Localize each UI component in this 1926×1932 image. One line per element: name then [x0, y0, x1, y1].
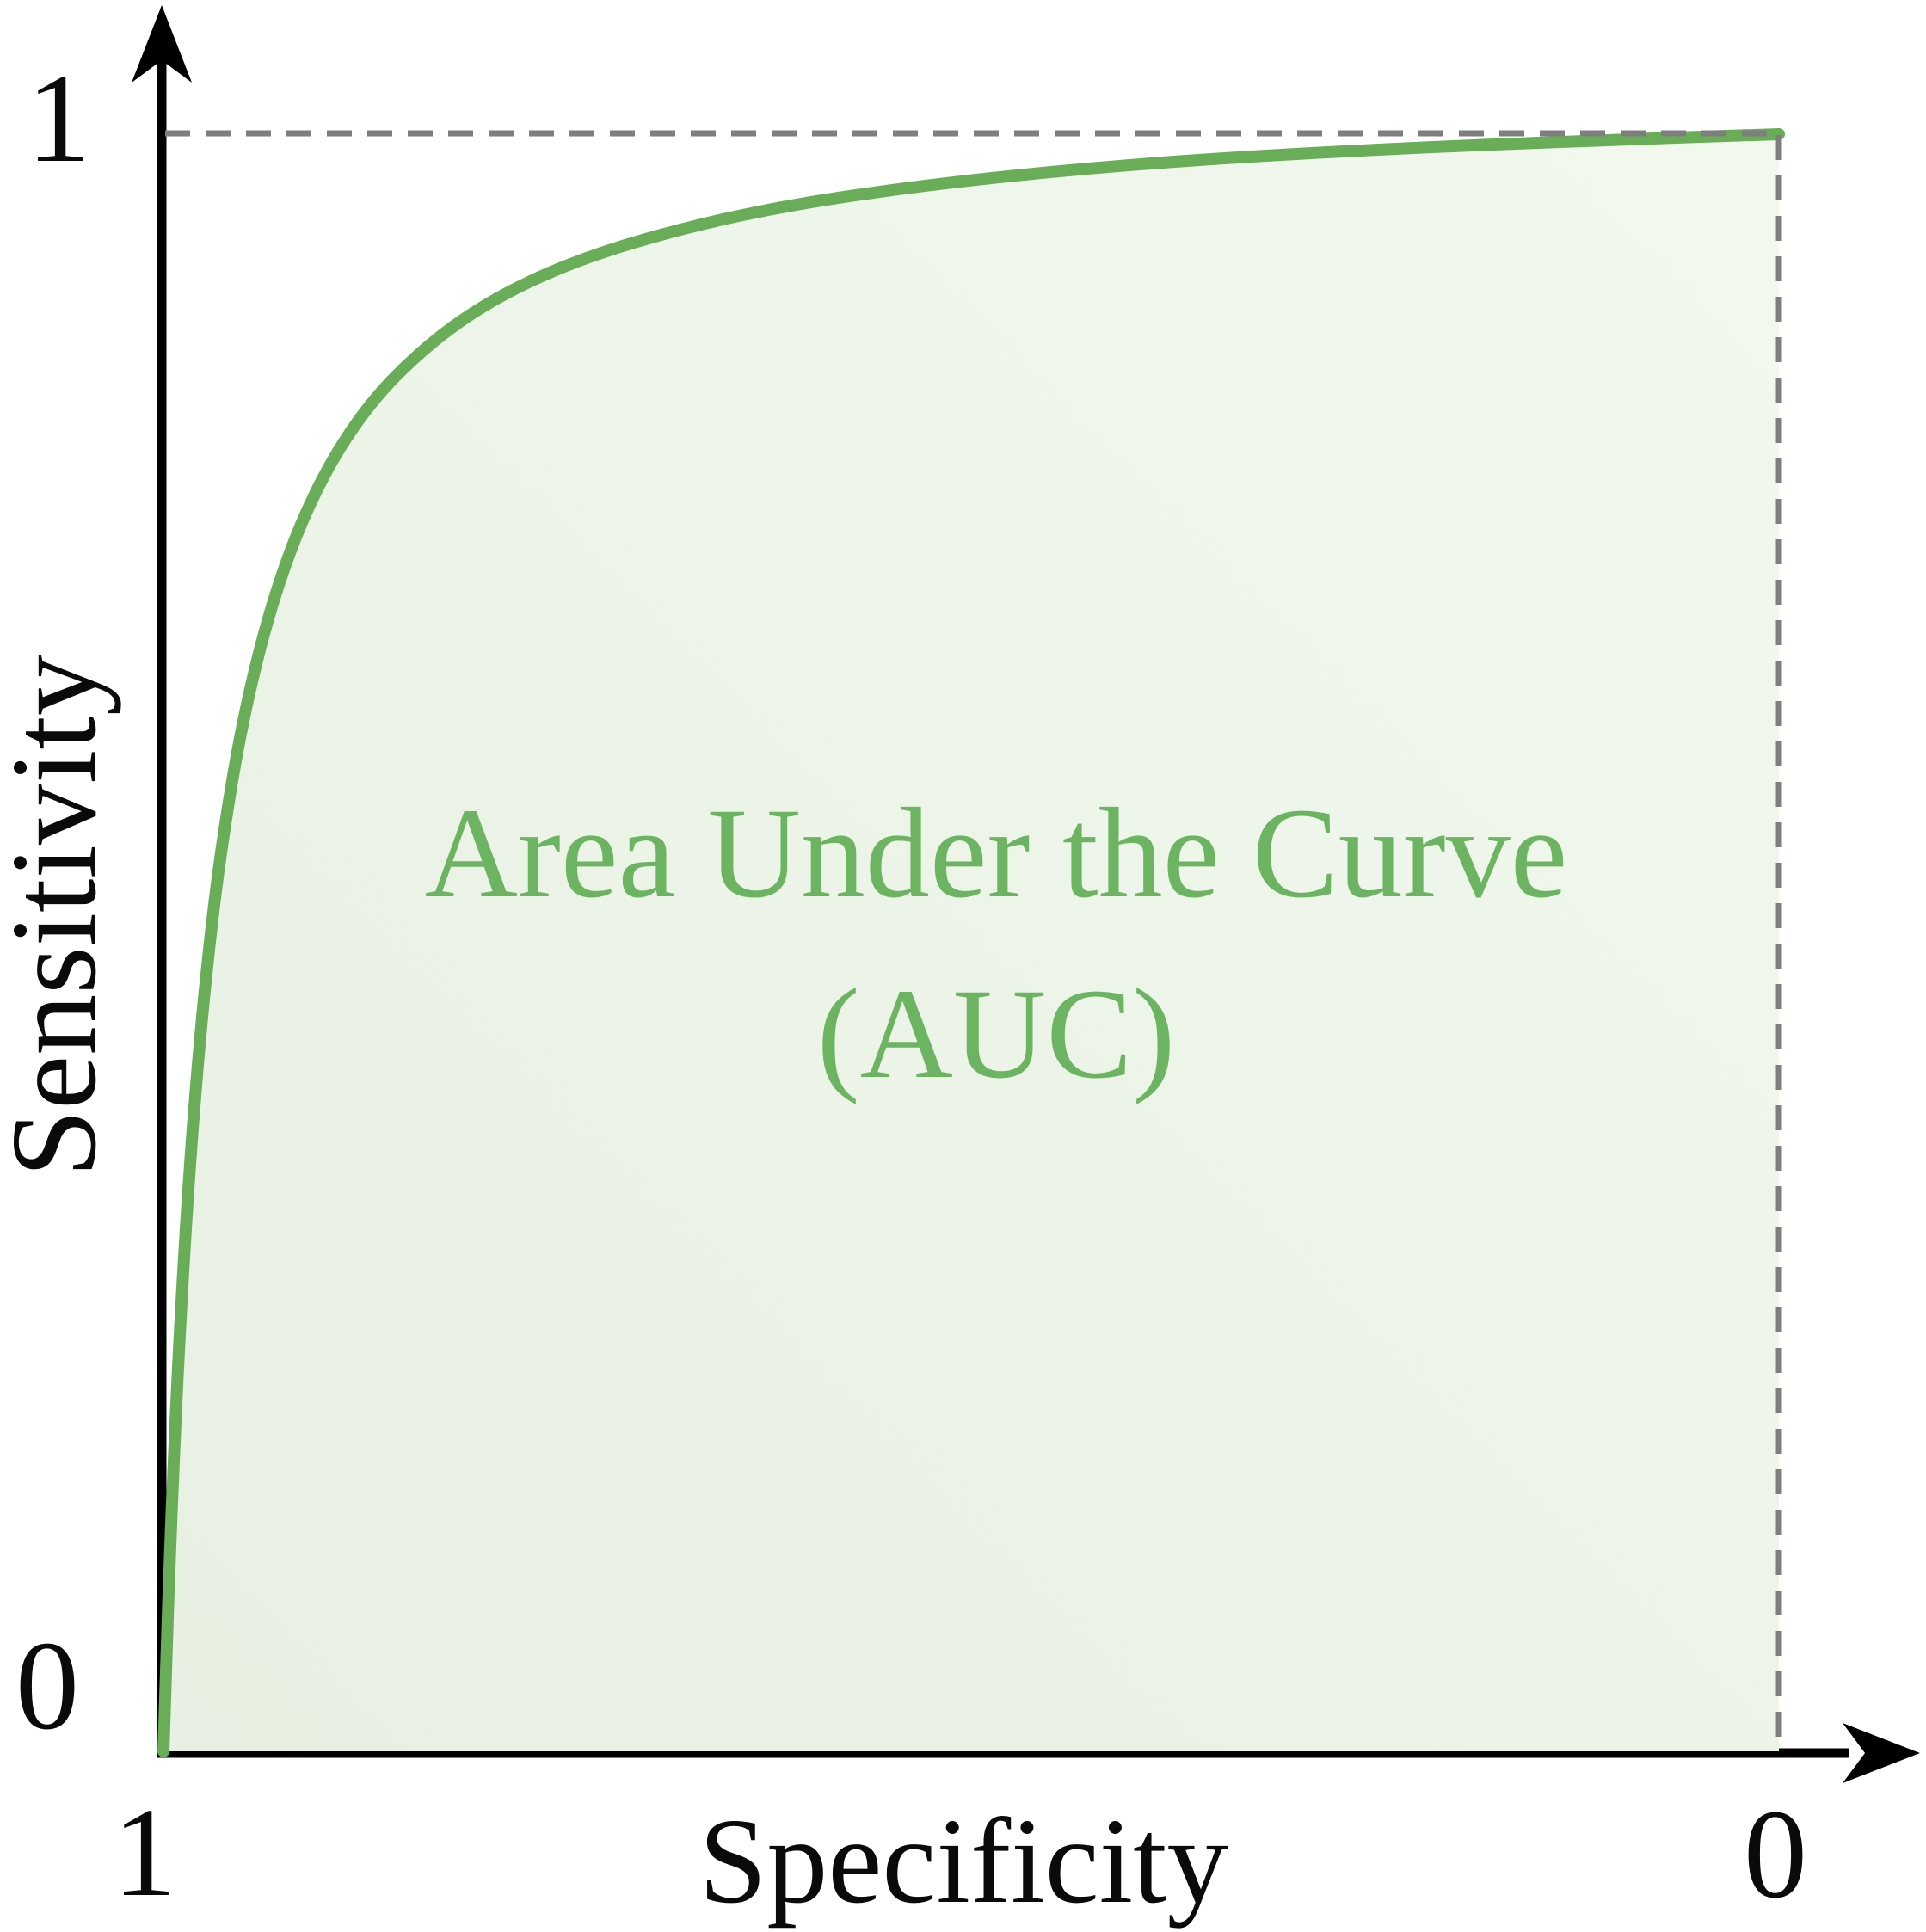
y-axis-arrowhead-icon [132, 5, 192, 83]
y-tick-1: 1 [27, 48, 90, 189]
x-tick-1: 1 [113, 1782, 176, 1923]
x-axis-arrowhead-icon [1843, 1723, 1920, 1783]
roc-curve [157, 128, 1785, 1757]
y-tick-0: 0 [15, 1615, 79, 1757]
x-axis-title: Specificity [698, 1793, 1228, 1929]
x-tick-0: 0 [1744, 1784, 1807, 1925]
y-axis-title: Sensitivity [0, 655, 121, 1178]
auc-annotation: Area Under the Curve (AUC) [425, 763, 1568, 1124]
auc-annotation-line2: (AUC) [816, 963, 1176, 1105]
auc-area-fill [163, 134, 1779, 1751]
auc-annotation-line1: Area Under the Curve [424, 782, 1568, 925]
